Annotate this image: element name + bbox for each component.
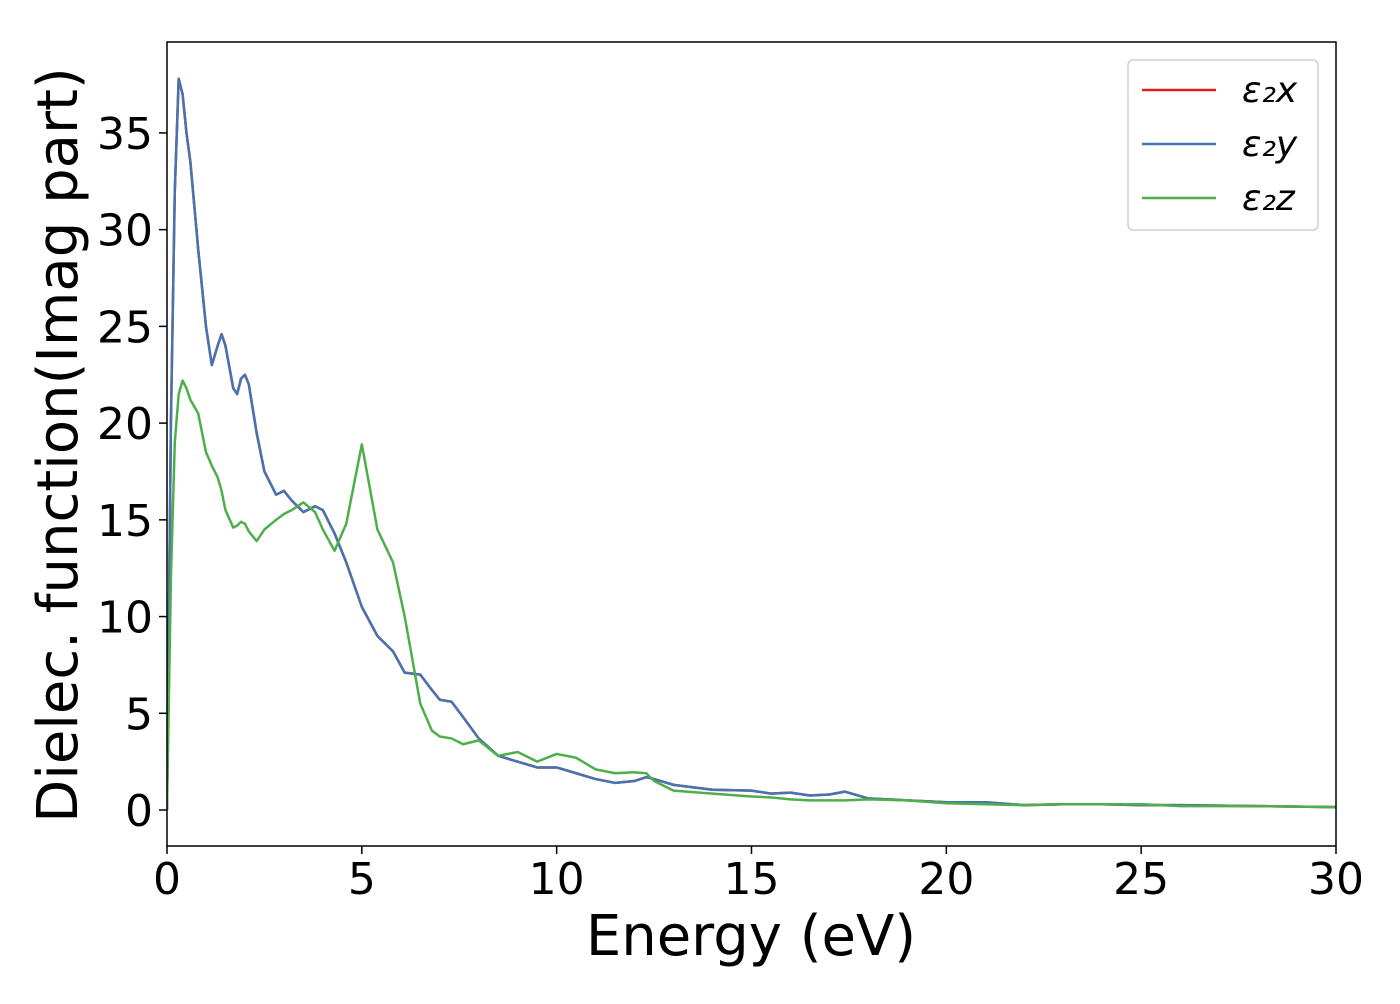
x-tick-label: 5 xyxy=(348,854,376,905)
legend-box xyxy=(1127,59,1319,231)
x-tick-label: 20 xyxy=(918,854,974,905)
y-tick-label: 0 xyxy=(125,786,153,837)
x-axis-label: Energy (eV) xyxy=(586,904,916,969)
x-tick-label: 15 xyxy=(724,854,780,905)
y-tick-label: 35 xyxy=(97,109,153,160)
y-tick-label: 10 xyxy=(97,593,153,644)
line-series xyxy=(167,379,1336,811)
x-tick-label: 0 xyxy=(153,854,181,905)
y-tick-label: 20 xyxy=(97,399,153,450)
x-tick-label: 10 xyxy=(529,854,585,905)
y-tick-label: 15 xyxy=(97,496,153,547)
x-tick-label: 25 xyxy=(1113,854,1169,905)
y-tick-label: 5 xyxy=(125,689,153,740)
x-tick-label: 30 xyxy=(1308,854,1364,905)
legend-label: ε₂x xyxy=(1242,70,1298,111)
legend-label: ε₂y xyxy=(1242,124,1298,165)
legend-label: ε₂z xyxy=(1242,178,1296,219)
y-tick-label: 30 xyxy=(97,206,153,257)
y-tick-label: 25 xyxy=(97,302,153,353)
y-axis-label: Dielec. function(Imag part) xyxy=(26,67,91,823)
line-series xyxy=(167,77,1336,811)
plot-frame xyxy=(166,41,1337,847)
